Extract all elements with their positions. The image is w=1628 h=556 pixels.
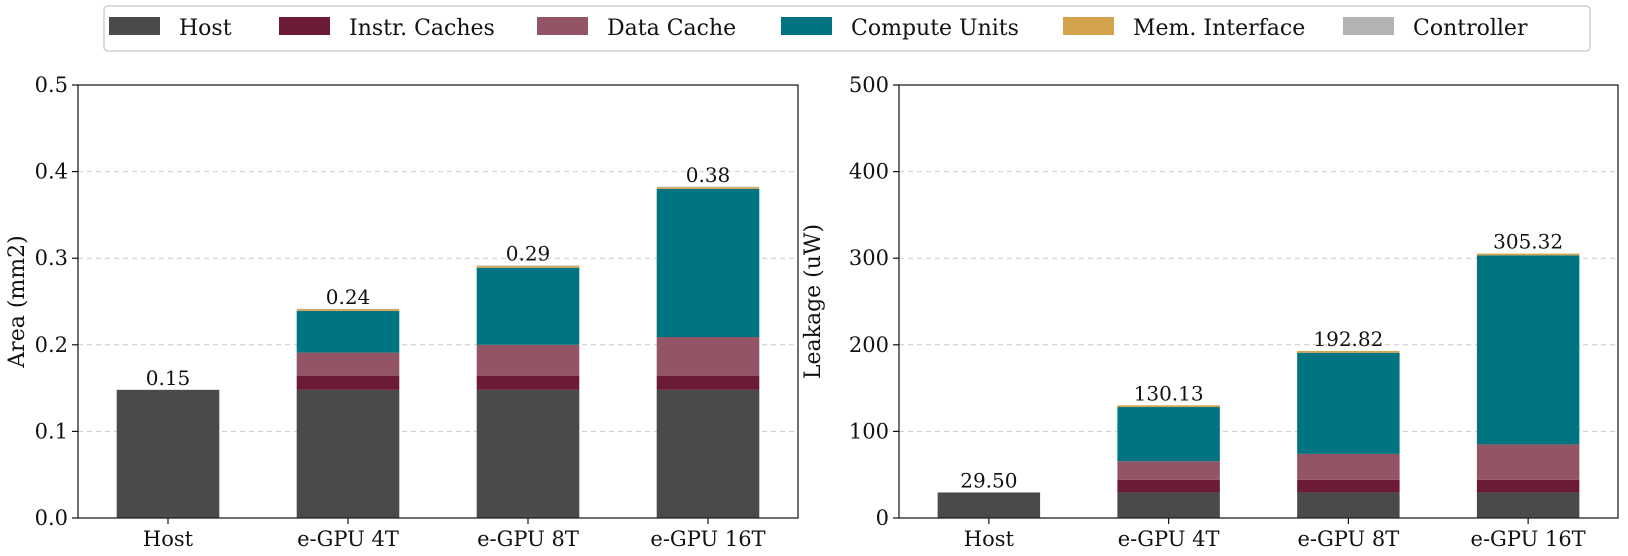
- y-tick-label: 100: [849, 419, 889, 443]
- bar-segment-mem-interface: [1117, 405, 1220, 408]
- bar-segment-mem-interface: [476, 265, 580, 268]
- total-label: 192.82: [1313, 327, 1383, 351]
- y-tick-label: 0: [876, 506, 889, 530]
- legend-swatch-compute-units: [781, 17, 832, 35]
- bar-segment-mem-interface: [1476, 253, 1580, 256]
- x-tick-label: Host: [964, 527, 1015, 551]
- bar-segment-mem-interface: [656, 187, 760, 189]
- bar-segment-instr-caches: [476, 375, 580, 390]
- total-label: 0.15: [146, 366, 191, 390]
- y-tick-label: 0.1: [35, 419, 68, 443]
- legend-label-controller: Controller: [1413, 16, 1528, 41]
- bar-segment-host: [476, 389, 580, 518]
- bar-segment-mem-interface: [1297, 351, 1400, 353]
- bar-segment-data-cache: [296, 352, 400, 376]
- y-tick-label: 200: [849, 333, 889, 357]
- legend-label-compute-units: Compute Units: [851, 16, 1019, 41]
- bar-segment-host: [1476, 492, 1580, 518]
- legend-label-instr-caches: Instr. Caches: [349, 16, 495, 41]
- bar-segment-host: [296, 389, 400, 518]
- bar-segment-data-cache: [476, 344, 580, 376]
- legend: Host Instr. Caches Data Cache Compute Units…: [103, 5, 1591, 52]
- legend-swatch-instr-caches: [279, 17, 330, 35]
- bar-segment-controller: [476, 265, 580, 267]
- bar-segment-mem-interface: [296, 309, 400, 312]
- y-tick-label: 0.3: [35, 246, 68, 270]
- bar-segment-host: [1117, 492, 1220, 518]
- bar-segment-instr-caches: [1117, 479, 1220, 493]
- bar-segment-data-cache: [1117, 461, 1220, 480]
- y-tick-label: 400: [849, 160, 889, 184]
- x-tick-label: e-GPU 16T: [1471, 527, 1586, 551]
- legend-swatch-data-cache: [537, 17, 588, 35]
- legend-swatch-host: [109, 17, 160, 35]
- bar-segment-instr-caches: [296, 375, 400, 390]
- bar-segment-instr-caches: [656, 375, 760, 390]
- x-tick-label: e-GPU 4T: [1118, 527, 1220, 551]
- x-tick-label: e-GPU 4T: [297, 527, 399, 551]
- axes-frame: [77, 84, 799, 519]
- bar-segment-compute-units: [1476, 255, 1580, 445]
- total-label: 0.38: [686, 163, 731, 187]
- axes-frame: [898, 84, 1619, 519]
- legend-swatch-mem-interface: [1063, 17, 1114, 35]
- bar-segment-host: [1297, 492, 1400, 518]
- x-tick-label: Host: [143, 527, 194, 551]
- bar-segment-controller: [296, 308, 400, 310]
- bar-segment-data-cache: [1297, 453, 1400, 480]
- y-axis-label: Leakage (uW): [801, 224, 826, 379]
- total-label: 305.32: [1493, 230, 1563, 254]
- x-tick-label: e-GPU 16T: [650, 527, 765, 551]
- total-label: 130.13: [1134, 381, 1204, 405]
- bar-segment-controller: [656, 186, 760, 188]
- y-tick-label: 500: [849, 73, 889, 97]
- x-tick-label: e-GPU 8T: [477, 527, 579, 551]
- legend-label-mem-interface: Mem. Interface: [1133, 16, 1305, 41]
- bar-segment-data-cache: [656, 337, 760, 376]
- legend-label-host: Host: [179, 16, 232, 41]
- bar-segment-data-cache: [1476, 444, 1580, 480]
- bar-segment-host: [937, 492, 1041, 518]
- x-tick-label: e-GPU 8T: [1297, 527, 1399, 551]
- bar-segment-host: [656, 389, 760, 518]
- y-tick-label: 300: [849, 246, 889, 270]
- y-tick-label: 0.5: [35, 73, 68, 97]
- bar-segment-compute-units: [656, 188, 760, 338]
- leakage-chart: 29.50 Host 130.13 e-GPU 4T 192.82 e-GPU 8T 305…: [801, 73, 1619, 551]
- bar-segment-compute-units: [296, 311, 400, 353]
- total-label: 0.24: [326, 285, 371, 309]
- y-axis-label: Area (mm2): [5, 235, 30, 368]
- bar-segment-compute-units: [476, 267, 580, 345]
- bar-segment-compute-units: [1117, 407, 1220, 462]
- bar-segment-instr-caches: [1476, 479, 1580, 493]
- y-tick-label: 0.2: [35, 333, 68, 357]
- y-tick-label: 0.4: [35, 160, 68, 184]
- bar-segment-host: [116, 389, 220, 518]
- legend-label-data-cache: Data Cache: [607, 16, 736, 41]
- bar-segment-compute-units: [1297, 352, 1400, 454]
- bar-segment-instr-caches: [1297, 479, 1400, 493]
- total-label: 0.29: [506, 242, 551, 266]
- y-tick-label: 0.0: [35, 506, 68, 530]
- legend-swatch-controller: [1343, 17, 1394, 35]
- legend-frame: [103, 5, 1591, 52]
- area-chart: 0.15 Host 0.24 e-GPU 4T 0.29 e-GPU 8T 0.38 e-GP…: [5, 73, 799, 551]
- total-label: 29.50: [960, 468, 1017, 492]
